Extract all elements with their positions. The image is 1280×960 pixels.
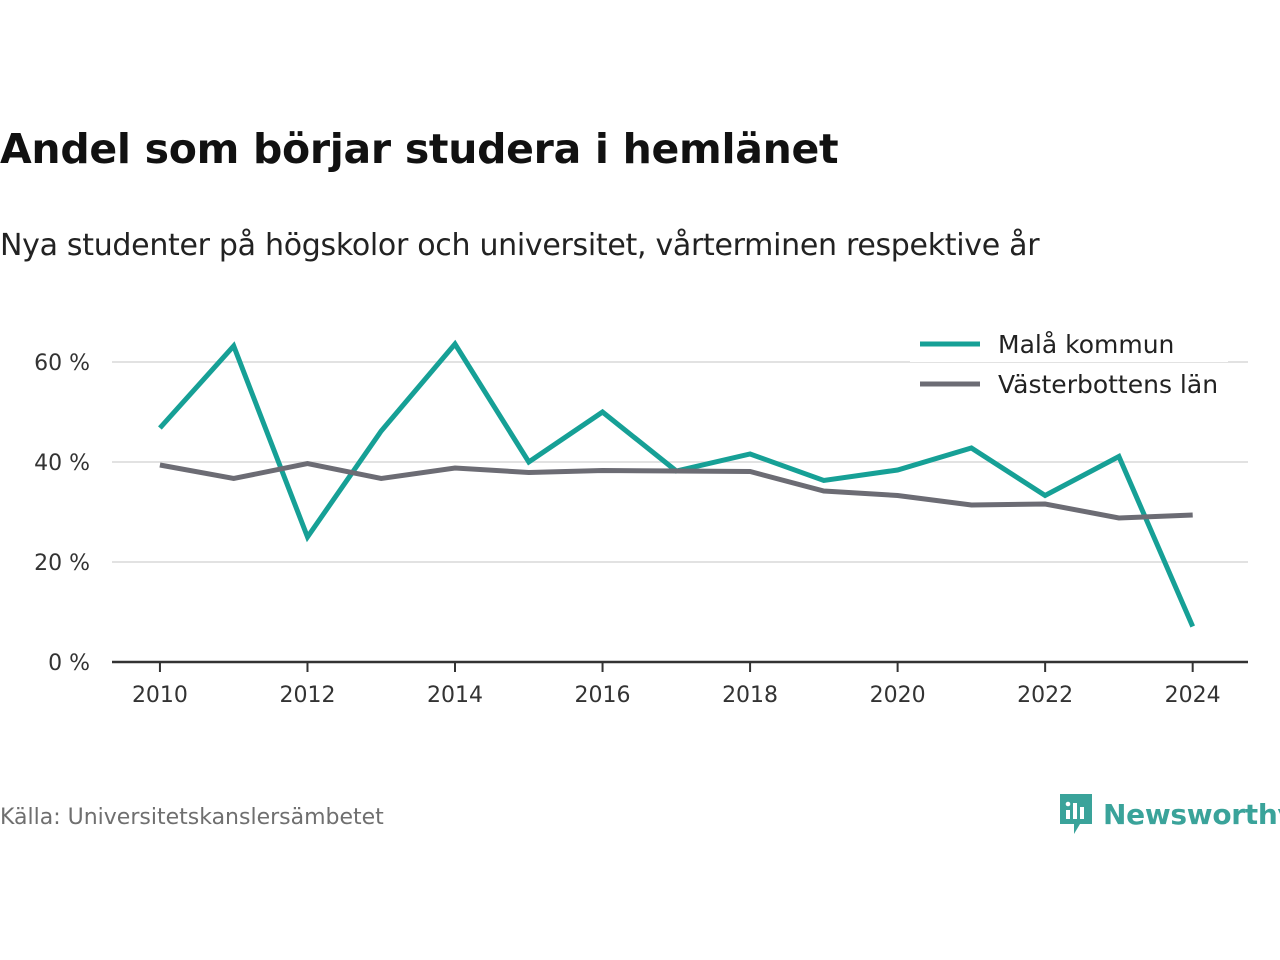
- series-1-point: [968, 445, 974, 451]
- series-1-point: [821, 478, 827, 484]
- series-2-point: [304, 461, 310, 467]
- x-tick-label: 2022: [1017, 683, 1073, 708]
- series-1-point: [526, 459, 532, 465]
- series-2-point: [600, 468, 606, 474]
- series-2-line: [159, 460, 1193, 521]
- gridlines: 0 % 20 % 40 % 60 %: [34, 351, 1248, 676]
- x-tick-label: 2018: [722, 683, 778, 708]
- series-2-point: [673, 468, 679, 474]
- series-1-point: [304, 534, 310, 540]
- series-1-point: [378, 428, 384, 434]
- series-2-point: [821, 488, 827, 494]
- series-2-point: [1116, 515, 1122, 521]
- series-1-point: [1042, 493, 1048, 499]
- series-1-point: [452, 341, 458, 347]
- series-2-point: [1190, 512, 1196, 518]
- series-2-point: [895, 493, 901, 499]
- brand-name: Newsworthy: [1103, 797, 1280, 831]
- series-1-point: [1116, 454, 1122, 460]
- series-1-point: [157, 425, 163, 431]
- series-2-point: [747, 469, 753, 475]
- y-tick-label: 0 %: [48, 651, 90, 676]
- x-tick-label: 2012: [279, 683, 335, 708]
- series-1-point: [231, 343, 237, 349]
- series-2-point: [157, 462, 163, 468]
- series-2-point: [378, 476, 384, 482]
- line-chart: 0 % 20 % 40 % 60 % 2010 2012 2014 2016 2018 2020…: [34, 326, 1248, 708]
- y-tick-label: 60 %: [34, 351, 90, 376]
- series-1-point: [747, 451, 753, 457]
- y-tick-label: 20 %: [34, 551, 90, 576]
- series-1-point: [600, 409, 606, 415]
- series-2-point: [452, 465, 458, 471]
- series-lines: [157, 339, 1196, 630]
- chart-subtitle: Nya studenter på högskolor och universit…: [0, 228, 1040, 263]
- series-2-point: [526, 470, 532, 476]
- series-1-point: [1190, 624, 1196, 630]
- legend-label: Västerbottens län: [998, 370, 1218, 399]
- series-2-point: [968, 502, 974, 508]
- newsworthy-logo-icon: [1060, 794, 1092, 834]
- x-tick-label: 2024: [1165, 683, 1221, 708]
- series-1-point: [895, 467, 901, 473]
- x-tick-label: 2016: [575, 683, 631, 708]
- x-tick-label: 2010: [132, 683, 188, 708]
- x-tick-label: 2014: [427, 683, 483, 708]
- series-2-point: [231, 476, 237, 482]
- x-axis: 2010 2012 2014 2016 2018 2020 2022 2024: [112, 660, 1248, 708]
- legend-label: Malå kommun: [998, 330, 1174, 359]
- source-note: Källa: Universitetskanslersämbetet: [0, 805, 384, 830]
- chart-title: Andel som börjar studera i hemlänet: [0, 125, 839, 173]
- series-2-point: [1042, 501, 1048, 507]
- y-tick-label: 40 %: [34, 451, 90, 476]
- legend: Malå kommun Västerbottens län: [910, 326, 1228, 402]
- x-tick-label: 2020: [870, 683, 926, 708]
- brand-logo[interactable]: Newsworthy: [1058, 792, 1280, 836]
